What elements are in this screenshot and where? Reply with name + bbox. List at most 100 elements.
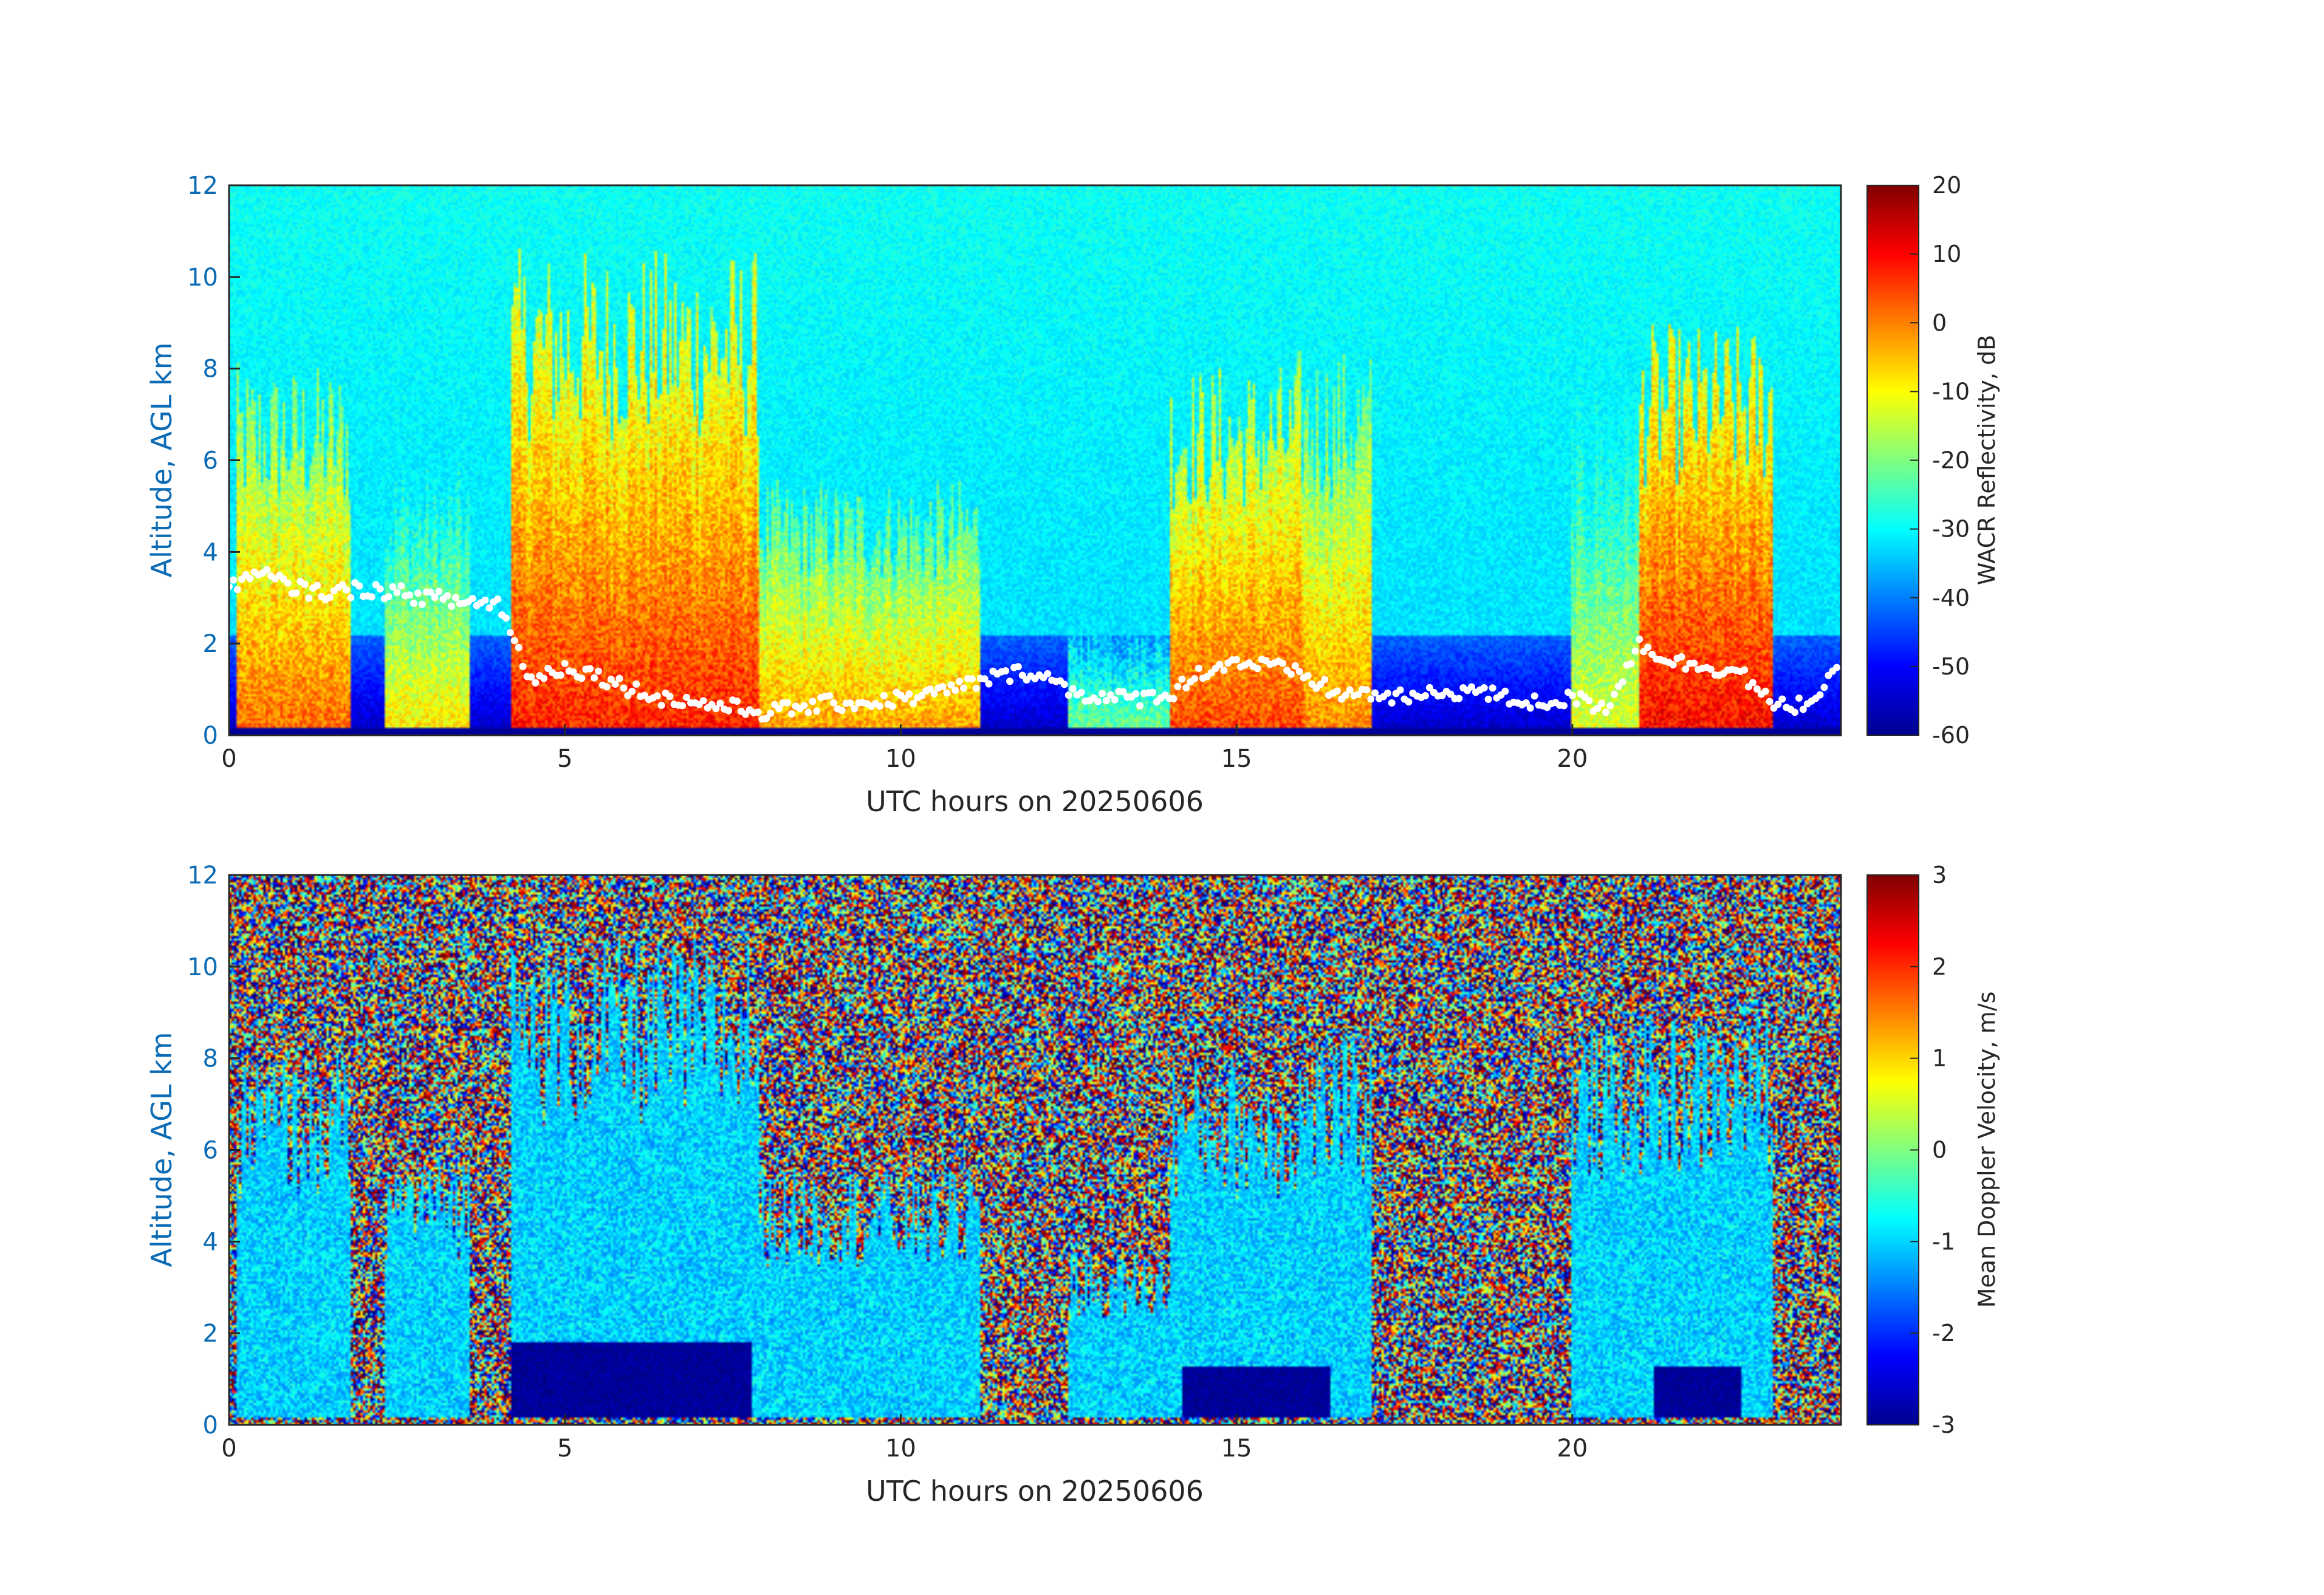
- colorbar-tick-label: -60: [1932, 722, 1970, 749]
- cloud-base-point: [1774, 701, 1782, 708]
- cloud-base-point: [1610, 690, 1618, 698]
- cloud-base-point: [1099, 690, 1106, 698]
- cloud-base-point: [1778, 695, 1786, 703]
- colorbar-ticks: -3 -2 -1 0 1 2 3: [1910, 862, 1955, 1438]
- cloud-base-point: [338, 581, 346, 589]
- cloud-base-point: [1636, 636, 1644, 643]
- cloud-base-point: [754, 708, 762, 716]
- colorbar-tick-label: -30: [1932, 516, 1970, 543]
- cloud-base-point: [775, 705, 783, 713]
- cloud-base-point: [1816, 691, 1824, 699]
- cloud-base-point: [1170, 695, 1177, 702]
- colorbar-label: WACR Reflectivity, dB: [1973, 335, 2000, 585]
- cloud-base-point: [561, 659, 569, 667]
- x-tick-label: 5: [557, 745, 572, 773]
- colorbar-tick-label: -40: [1932, 585, 1970, 611]
- cloud-base-point: [578, 674, 586, 682]
- cloud-base-point: [1833, 664, 1841, 671]
- cloud-base-point: [699, 697, 707, 705]
- colorbar-tick-label: 10: [1932, 241, 1961, 267]
- cloud-base-point: [1530, 692, 1538, 700]
- cloud-base-point: [485, 604, 493, 612]
- cloud-base-point: [1749, 679, 1757, 687]
- cloud-base-point: [1422, 691, 1430, 699]
- colorbar-tick-label: 0: [1932, 309, 1947, 336]
- cloud-base-point: [725, 707, 733, 715]
- colorbar-tick-label: 20: [1932, 172, 1961, 199]
- cloud-base-point: [515, 643, 523, 651]
- cloud-base-point: [956, 677, 964, 685]
- cloud-base-point: [1119, 688, 1127, 696]
- cloud-base-point: [1795, 694, 1803, 702]
- cloud-base-point: [1644, 643, 1652, 651]
- x-tick-label: 5: [557, 1435, 572, 1463]
- cloud-base-point: [1761, 687, 1769, 695]
- cloud-base-point: [880, 691, 888, 699]
- cloud-base-point: [905, 690, 913, 698]
- cloud-base-point: [1317, 681, 1325, 688]
- cloud-base-point: [502, 614, 510, 622]
- colorbar-tick-label: 2: [1932, 953, 1947, 980]
- cloud-base-point: [1174, 683, 1182, 691]
- reflectivity-panel: 0 5 10 15 20 0 2 4 6 8 10 12 UTC hours on 20250606…: [145, 172, 2000, 818]
- cloud-base-point: [406, 591, 414, 599]
- y-tick-label: 12: [187, 862, 218, 890]
- cloud-base-point: [1220, 667, 1228, 674]
- cloud-base-point: [557, 671, 564, 679]
- cloud-base-point: [1102, 697, 1110, 705]
- cloud-base-point: [1468, 683, 1476, 691]
- cloud-base-point: [1295, 668, 1303, 676]
- cloud-base-point: [1006, 677, 1014, 685]
- colorbar-tick-label: -3: [1932, 1411, 1955, 1438]
- cloud-base-point: [1568, 691, 1576, 699]
- cloud-base-point: [414, 589, 422, 597]
- cloud-base-point: [985, 680, 993, 688]
- cloud-base-point: [960, 684, 968, 692]
- cloud-base-point: [1069, 685, 1077, 693]
- cloud-base-point: [1594, 704, 1602, 712]
- cloud-base-point: [1136, 702, 1144, 710]
- cloud-base-point: [1753, 685, 1761, 693]
- cloud-base-point: [540, 674, 548, 682]
- cloud-base-point: [246, 575, 254, 583]
- cloud-base-point: [939, 683, 947, 691]
- x-tick-label: 10: [885, 1435, 916, 1463]
- x-axis-ticks: 0 5 10 15 20: [221, 724, 1588, 773]
- cloud-base-point: [926, 685, 934, 693]
- colorbar-tick-label: -50: [1932, 653, 1970, 680]
- y-tick-label: 2: [203, 1320, 218, 1348]
- y-tick-label: 10: [187, 953, 218, 981]
- cloud-base-point: [653, 692, 661, 700]
- cloud-base-point: [783, 699, 791, 707]
- cloud-base-point: [917, 691, 925, 699]
- cloud-base-point: [586, 665, 594, 673]
- cloud-base-point: [1619, 678, 1626, 686]
- cloud-base-point: [431, 594, 439, 602]
- cloud-base-point: [1367, 695, 1375, 703]
- y-axis-ticks: 0 2 4 6 8 10 12: [187, 862, 240, 1439]
- cloud-base-point: [767, 709, 775, 717]
- cloud-base-point: [1526, 704, 1534, 712]
- cloud-base-point: [620, 684, 628, 692]
- colorbar-tick-label: -20: [1932, 447, 1970, 474]
- cloud-base-point: [1287, 670, 1295, 678]
- cloud-base-point: [1606, 702, 1614, 710]
- x-tick-label: 15: [1221, 745, 1252, 773]
- cloud-base-point: [1064, 691, 1072, 699]
- cloud-base-point: [1602, 708, 1610, 716]
- cloud-base-point: [1191, 674, 1199, 682]
- cloud-base-point: [376, 585, 384, 593]
- cloud-base-point: [1598, 699, 1606, 707]
- x-axis-label: UTC hours on 20250606: [866, 1475, 1204, 1508]
- cloud-base-point: [1560, 702, 1568, 710]
- cloud-base-point: [901, 695, 909, 703]
- cloud-base-point: [838, 707, 846, 715]
- cloud-base-point: [506, 629, 514, 637]
- cloud-base-point: [851, 705, 859, 713]
- cloud-base-point: [1371, 689, 1379, 697]
- cloud-base-point: [1077, 688, 1085, 696]
- cloud-base-point: [809, 698, 817, 705]
- cloud-base-point: [1182, 684, 1190, 692]
- cloud-base-point: [968, 675, 976, 683]
- cloud-base-point: [1106, 691, 1114, 699]
